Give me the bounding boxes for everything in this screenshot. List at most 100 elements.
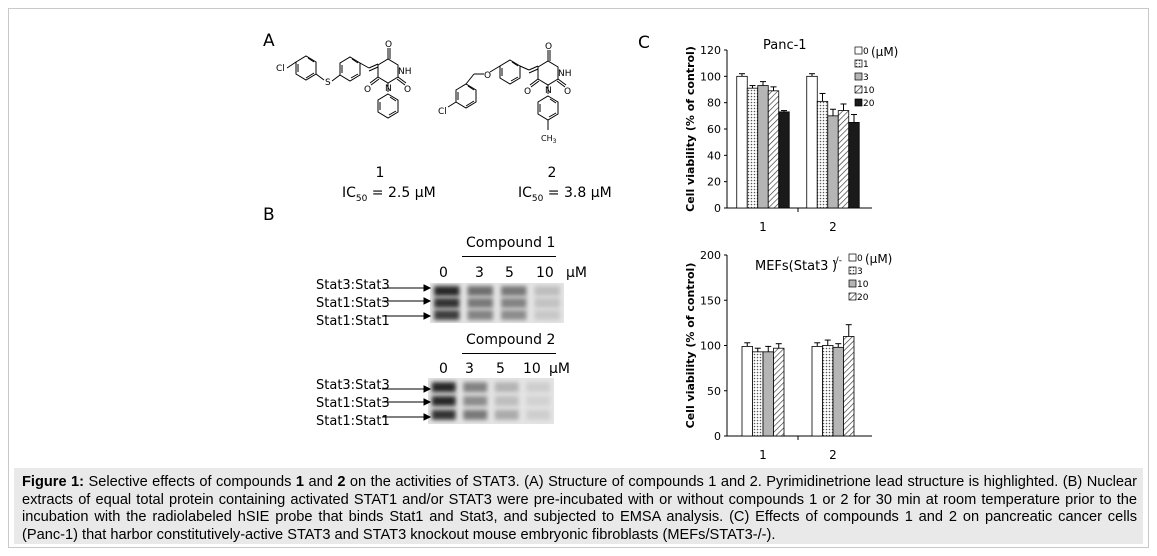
gel-band: [467, 310, 493, 320]
gel-2-title: Compound 2: [466, 332, 556, 348]
legend-unit: (μM): [871, 45, 898, 59]
atom-ch3: CH3: [541, 134, 557, 145]
y-tick-label: 120: [700, 44, 721, 57]
x-tick-label: 2: [829, 220, 837, 234]
gel-2-unit: μM: [549, 361, 570, 377]
bar: [762, 351, 774, 437]
gel-band: [526, 409, 551, 420]
legend-label: 3: [857, 267, 863, 277]
gel-band: [494, 382, 519, 393]
atom-s: S: [325, 78, 331, 88]
gel-band: [494, 409, 519, 420]
x-tick-label: 2: [829, 448, 837, 462]
legend-swatch: [854, 98, 863, 107]
gel-band: [501, 286, 527, 296]
chart-title: Panc-1: [763, 38, 807, 53]
panel-label-a: A: [263, 31, 275, 51]
compound-1-number: 1: [375, 165, 385, 181]
chart-title-sup: -/-: [832, 256, 842, 266]
gel-1-title: Compound 1: [466, 235, 556, 251]
bar: [746, 87, 759, 209]
gel-band: [526, 382, 551, 393]
y-tick-label: 60: [707, 123, 721, 136]
compound-1-ic50: IC50 = 2.5 μM: [342, 185, 436, 204]
gel-2-lane-1: 3: [465, 361, 474, 377]
gel-2-lane-2: 5: [496, 361, 505, 377]
gel-1-image: [430, 283, 564, 323]
gel-1-band-label: Stat3:Stat3: [316, 278, 390, 293]
gel-2-band-label: Stat1:Stat3: [316, 396, 390, 411]
y-axis-label: Cell viability (% of control): [684, 46, 697, 212]
y-tick-label: 0: [714, 430, 721, 443]
bar: [827, 115, 839, 209]
legend-swatch: [854, 46, 863, 55]
y-tick-label: 80: [707, 97, 721, 110]
gel-band: [467, 286, 493, 296]
bar: [778, 111, 790, 209]
legend-label: 20: [857, 293, 869, 303]
x-tick-label: 1: [759, 448, 767, 462]
gel-2-image: [428, 378, 554, 424]
atom-n: N: [385, 84, 392, 94]
caption-lead: Figure 1:: [22, 474, 85, 490]
gel-band: [494, 396, 519, 406]
atom-o: O: [545, 42, 552, 52]
legend-swatch: [854, 72, 863, 81]
legend-label: 3: [863, 73, 869, 83]
figure-caption: Figure 1: Selective effects of compounds…: [22, 474, 1137, 544]
figure-frame: [8, 8, 1149, 548]
legend-unit: (μM): [865, 252, 892, 266]
chart-panc1: 0 20 40 60 80 100 120 1 2 Cell viability (% of co…: [684, 38, 898, 234]
y-tick-label: 100: [700, 340, 721, 353]
legend-label: 10: [863, 86, 875, 96]
gel-band: [463, 382, 488, 393]
legend-swatch: [854, 85, 863, 94]
atom-nh: NH: [398, 67, 412, 77]
gel-1-lane-0: 0: [439, 265, 448, 281]
legend-label: 0: [857, 254, 863, 264]
gel-1-arrows: [382, 284, 432, 320]
caption-text: Selective effects of compounds: [84, 474, 296, 490]
gel-2-band-label: Stat3:Stat3: [316, 378, 390, 393]
bar: [811, 346, 823, 437]
legend-label: 0: [863, 47, 869, 57]
gel-band: [434, 298, 460, 308]
gel-1-lane-1: 3: [475, 265, 484, 281]
y-tick-label: 40: [707, 149, 721, 162]
gel-band: [534, 298, 560, 308]
legend-label: 10: [857, 280, 869, 290]
legend-label: 20: [863, 99, 875, 109]
bar: [837, 110, 850, 209]
legend-swatch: [848, 253, 857, 262]
y-tick-label: 50: [707, 385, 721, 398]
gel-1-unit: μM: [566, 265, 587, 281]
caption-bold: 2: [337, 474, 346, 490]
gel-band: [534, 286, 560, 296]
structure-compound-2: Cl O O O O NH N CH3: [438, 42, 572, 145]
atom-nh: NH: [558, 69, 572, 79]
gel-1-lane-2: 5: [505, 265, 514, 281]
gel-band: [431, 382, 456, 393]
gel-band: [501, 298, 527, 308]
compound-2-ic50: IC50 = 3.8 μM: [518, 185, 612, 204]
gel-band: [526, 396, 551, 406]
bar: [806, 75, 818, 209]
atom-o: O: [524, 87, 531, 97]
caption-bold: 1: [295, 474, 305, 490]
gel-2-band-label: Stat1:Stat1: [316, 414, 390, 429]
bar: [822, 345, 834, 437]
atom-o-ether: O: [484, 71, 491, 81]
x-tick-label: 1: [759, 220, 767, 234]
chart-title: MEFs(Stat3 -/-): [755, 256, 842, 274]
atom-o: O: [404, 85, 411, 95]
gel-2-title-underline: [462, 353, 556, 354]
atom-o: O: [385, 40, 392, 50]
y-tick-label: 100: [700, 70, 721, 83]
atom-o: O: [364, 85, 371, 95]
y-tick-label: 20: [707, 176, 721, 189]
caption-text: on the activities of STAT3. (A) Structur…: [22, 474, 1137, 543]
legend-swatch: [854, 59, 863, 68]
bar: [816, 100, 829, 209]
bar: [848, 122, 860, 209]
